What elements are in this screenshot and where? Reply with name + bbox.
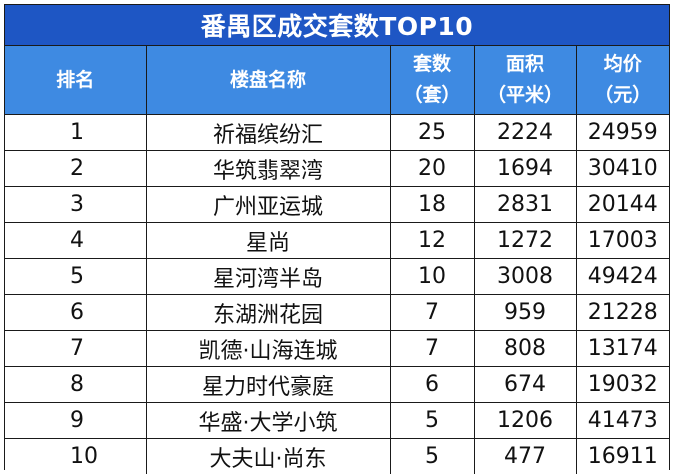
table-row: 10 大夫山·尚东 5 477 16911	[5, 438, 669, 474]
project-name-cell: 广州亚运城	[145, 186, 391, 223]
header-count-line1: 套数	[412, 53, 451, 75]
project-name-cell: 星力时代豪庭	[145, 366, 391, 403]
price-cell: 30410	[575, 150, 669, 187]
price-cell: 13174	[575, 330, 669, 367]
project-name-cell: 东湖洲花园	[145, 294, 391, 331]
table-row: 9 华盛·大学小筑 5 1206 41473	[5, 402, 669, 439]
header-price: 均价 （元）	[575, 46, 669, 115]
count-cell: 7	[389, 330, 475, 367]
table-row: 5 星河湾半岛 10 3008 49424	[5, 258, 669, 295]
rank-cell: 2	[5, 150, 147, 187]
price-cell: 19032	[575, 366, 669, 403]
rank-cell: 10	[5, 438, 147, 474]
table-row: 3 广州亚运城 18 2831 20144	[5, 186, 669, 223]
project-name-cell: 凯德·山海连城	[145, 330, 391, 367]
rank-cell: 9	[5, 402, 147, 439]
price-cell: 49424	[575, 258, 669, 295]
rank-cell: 3	[5, 186, 147, 223]
project-name-cell: 大夫山·尚东	[145, 438, 391, 474]
project-name-cell: 星河湾半岛	[145, 258, 391, 295]
price-cell: 41473	[575, 402, 669, 439]
price-cell: 21228	[575, 294, 669, 331]
rank-cell: 7	[5, 330, 147, 367]
table-title: 番禺区成交套数TOP10	[5, 5, 669, 46]
count-cell: 5	[389, 402, 475, 439]
count-cell: 5	[389, 438, 475, 474]
table-row: 1 祈福缤纷汇 25 2224 24959	[5, 114, 669, 151]
project-name-cell: 星尚	[145, 222, 391, 259]
project-name-cell: 华盛·大学小筑	[145, 402, 391, 439]
table-row: 7 凯德·山海连城 7 808 13174	[5, 330, 669, 367]
header-row: 排名 楼盘名称 套数 （套） 面积 （平米） 均价 （元）	[5, 46, 669, 115]
rank-cell: 5	[5, 258, 147, 295]
rank-cell: 4	[5, 222, 147, 259]
price-cell: 24959	[575, 114, 669, 151]
table-row: 4 星尚 12 1272 17003	[5, 222, 669, 259]
header-count: 套数 （套）	[389, 46, 475, 115]
table-row: 2 华筑翡翠湾 20 1694 30410	[5, 150, 669, 187]
ranking-table-frame: 番禺区成交套数TOP10 排名 楼盘名称 套数 （套） 面积 （平米） 均价 （元） …	[4, 4, 670, 474]
header-area-line1: 面积	[505, 53, 544, 75]
area-cell: 808	[473, 330, 577, 367]
count-cell: 6	[389, 366, 475, 403]
area-cell: 2831	[473, 186, 577, 223]
project-name-cell: 祈福缤纷汇	[145, 114, 391, 151]
area-cell: 3008	[473, 258, 577, 295]
rank-cell: 1	[5, 114, 147, 151]
project-name-cell: 华筑翡翠湾	[145, 150, 391, 187]
header-rank: 排名	[5, 46, 147, 115]
area-cell: 959	[473, 294, 577, 331]
area-cell: 1272	[473, 222, 577, 259]
area-cell: 674	[473, 366, 577, 403]
table-row: 8 星力时代豪庭 6 674 19032	[5, 366, 669, 403]
count-cell: 18	[389, 186, 475, 223]
rank-cell: 8	[5, 366, 147, 403]
count-cell: 20	[389, 150, 475, 187]
price-cell: 17003	[575, 222, 669, 259]
header-name: 楼盘名称	[145, 46, 391, 115]
area-cell: 477	[473, 438, 577, 474]
count-cell: 10	[389, 258, 475, 295]
price-cell: 20144	[575, 186, 669, 223]
header-area: 面积 （平米）	[473, 46, 577, 115]
rank-cell: 6	[5, 294, 147, 331]
header-area-unit: （平米）	[486, 84, 563, 106]
count-cell: 25	[389, 114, 475, 151]
ranking-table: 排名 楼盘名称 套数 （套） 面积 （平米） 均价 （元） 1 祈福缤纷汇 25 22…	[5, 46, 669, 474]
header-price-unit: （元）	[594, 84, 652, 106]
count-cell: 12	[389, 222, 475, 259]
header-count-unit: （套）	[403, 84, 461, 106]
header-price-line1: 均价	[603, 53, 642, 75]
price-cell: 16911	[575, 438, 669, 474]
area-cell: 1694	[473, 150, 577, 187]
count-cell: 7	[389, 294, 475, 331]
area-cell: 2224	[473, 114, 577, 151]
area-cell: 1206	[473, 402, 577, 439]
table-row: 6 东湖洲花园 7 959 21228	[5, 294, 669, 331]
